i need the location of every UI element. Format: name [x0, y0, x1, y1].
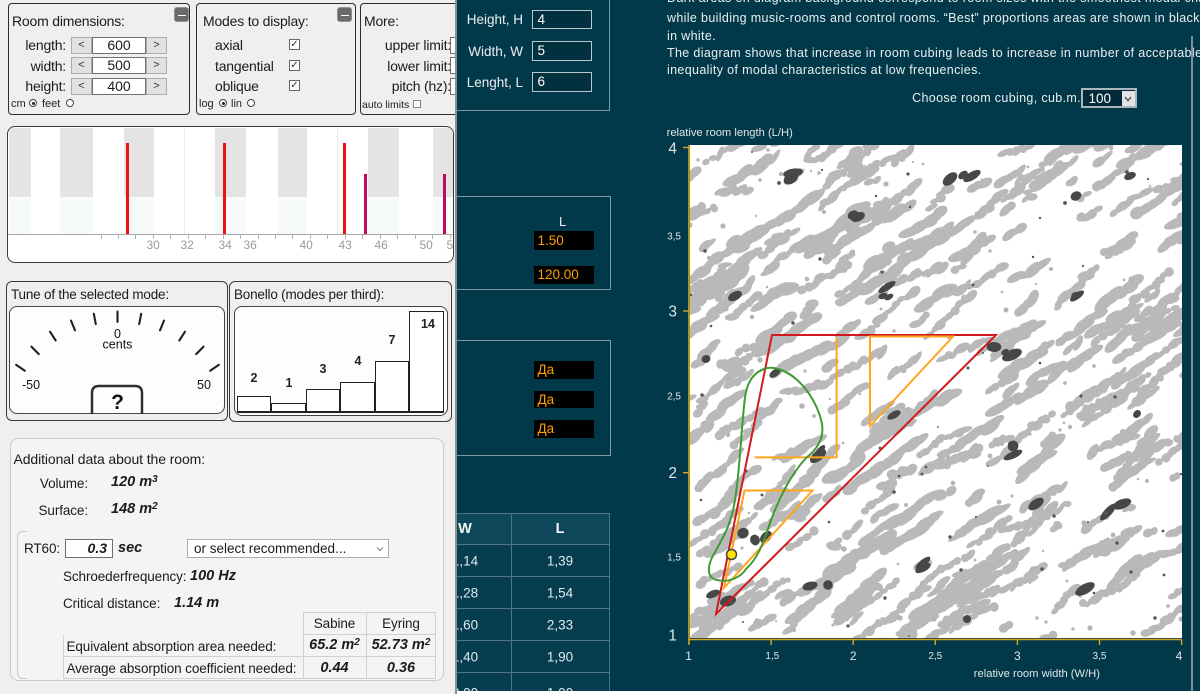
svg-text:1: 1: [668, 628, 677, 645]
svg-text:relative room length (L/H): relative room length (L/H): [667, 127, 793, 139]
svg-text:1,5: 1,5: [667, 553, 681, 564]
svg-text:3: 3: [1014, 649, 1021, 663]
svg-text:cents: cents: [103, 337, 133, 351]
svg-text:3,5: 3,5: [1093, 651, 1107, 662]
svg-text:1: 1: [685, 649, 692, 663]
svg-text:2: 2: [668, 465, 677, 482]
svg-text:2,5: 2,5: [667, 392, 681, 403]
svg-text:-50: -50: [22, 378, 40, 392]
svg-text:2,5: 2,5: [928, 651, 942, 662]
svg-text:?: ?: [111, 391, 124, 414]
svg-text:0: 0: [114, 327, 121, 341]
svg-text:3,5: 3,5: [667, 232, 681, 243]
svg-text:1,5: 1,5: [765, 651, 779, 662]
svg-text:50: 50: [197, 378, 211, 392]
svg-text:4: 4: [1176, 649, 1183, 663]
svg-text:relative room width (W/H): relative room width (W/H): [974, 668, 1100, 680]
svg-text:3: 3: [668, 304, 677, 321]
svg-text:2: 2: [850, 649, 857, 663]
svg-text:4: 4: [668, 141, 677, 158]
